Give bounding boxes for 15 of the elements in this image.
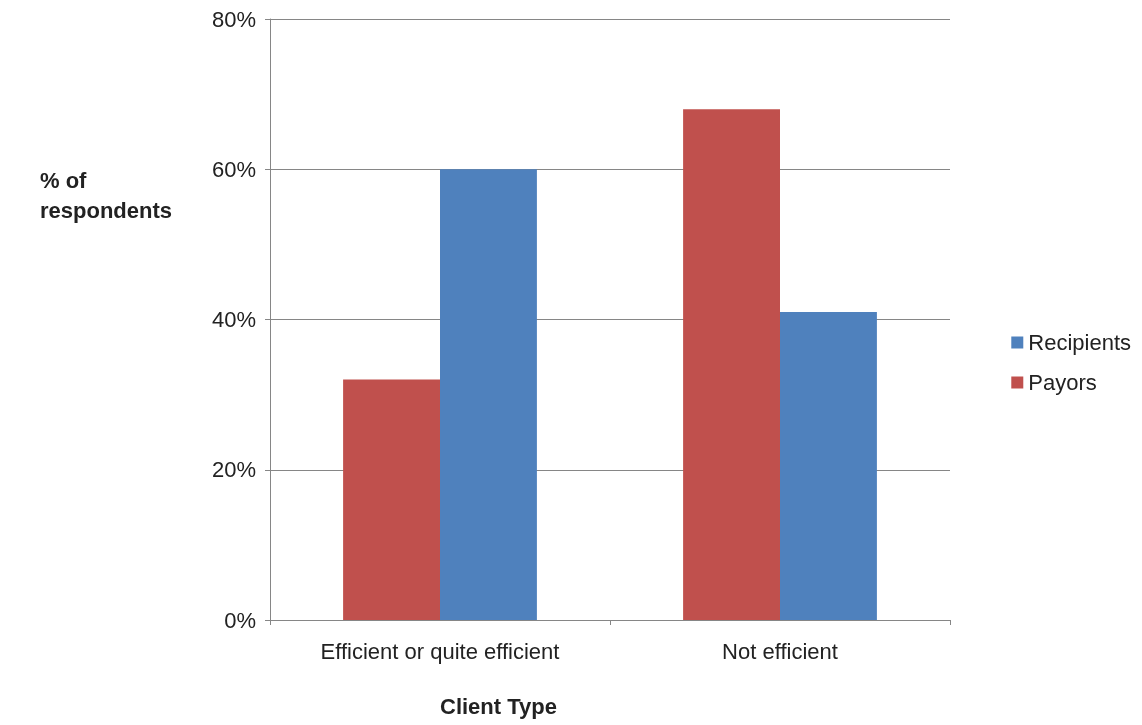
- y-tick-label: 20%: [211, 457, 256, 483]
- y-tick-label: 60%: [211, 156, 256, 182]
- y-tick-label: 40%: [211, 307, 256, 332]
- y-axis-title: % of respondents: [40, 167, 173, 223]
- bar: [343, 379, 440, 620]
- x-tick-label: Not efficient: [722, 638, 838, 664]
- y-tick-label: 0%: [224, 607, 256, 633]
- x-axis-title: Client Type: [440, 693, 557, 719]
- bar: [780, 311, 877, 620]
- x-tick-label: Efficient or quite efficient: [320, 638, 560, 664]
- bar: [683, 109, 780, 620]
- legend-label: Recipients: [1028, 330, 1131, 355]
- y-tick-label: 80%: [211, 6, 256, 32]
- legend-label: Payors: [1028, 370, 1097, 395]
- bar: [440, 169, 537, 620]
